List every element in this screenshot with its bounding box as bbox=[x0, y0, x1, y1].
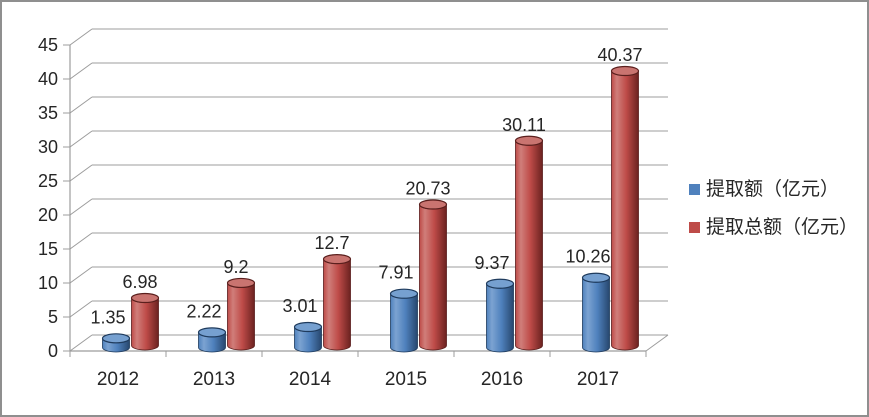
svg-text:6.98: 6.98 bbox=[122, 272, 157, 292]
svg-text:2.22: 2.22 bbox=[186, 301, 221, 321]
svg-text:15: 15 bbox=[38, 239, 58, 259]
svg-text:9.2: 9.2 bbox=[223, 257, 248, 277]
svg-text:0: 0 bbox=[48, 341, 58, 361]
legend-item-extracted-amount: 提取额（亿元） bbox=[689, 180, 858, 199]
legend-label-total-extracted: 提取总额（亿元） bbox=[706, 217, 859, 238]
svg-text:10: 10 bbox=[38, 273, 58, 293]
svg-text:2012: 2012 bbox=[97, 369, 139, 390]
svg-text:30: 30 bbox=[38, 137, 58, 157]
svg-text:2015: 2015 bbox=[385, 369, 427, 390]
legend-item-total-extracted: 提取总额（亿元） bbox=[689, 218, 858, 237]
svg-text:2016: 2016 bbox=[481, 369, 523, 390]
svg-text:20.73: 20.73 bbox=[405, 179, 450, 199]
svg-text:20: 20 bbox=[38, 205, 58, 225]
chart-legend: 提取额（亿元） 提取总额（亿元） bbox=[689, 180, 858, 237]
svg-text:40.37: 40.37 bbox=[597, 45, 642, 65]
legend-swatch-blue-icon bbox=[689, 184, 700, 195]
svg-text:45: 45 bbox=[38, 35, 58, 55]
legend-label-extracted-amount: 提取额（亿元） bbox=[706, 179, 840, 200]
legend-swatch-red-icon bbox=[689, 222, 700, 233]
svg-text:12.7: 12.7 bbox=[314, 233, 349, 253]
svg-text:3.01: 3.01 bbox=[282, 296, 317, 316]
svg-text:2014: 2014 bbox=[289, 369, 332, 390]
svg-text:2013: 2013 bbox=[193, 369, 235, 390]
svg-text:25: 25 bbox=[38, 171, 58, 191]
svg-text:7.91: 7.91 bbox=[378, 263, 413, 283]
svg-text:2017: 2017 bbox=[577, 369, 619, 390]
svg-text:9.37: 9.37 bbox=[474, 253, 509, 273]
svg-text:40: 40 bbox=[38, 69, 58, 89]
svg-text:35: 35 bbox=[38, 103, 58, 123]
svg-text:5: 5 bbox=[48, 307, 58, 327]
svg-text:30.11: 30.11 bbox=[502, 115, 546, 135]
svg-text:10.26: 10.26 bbox=[565, 247, 610, 267]
svg-text:1.35: 1.35 bbox=[90, 307, 125, 327]
